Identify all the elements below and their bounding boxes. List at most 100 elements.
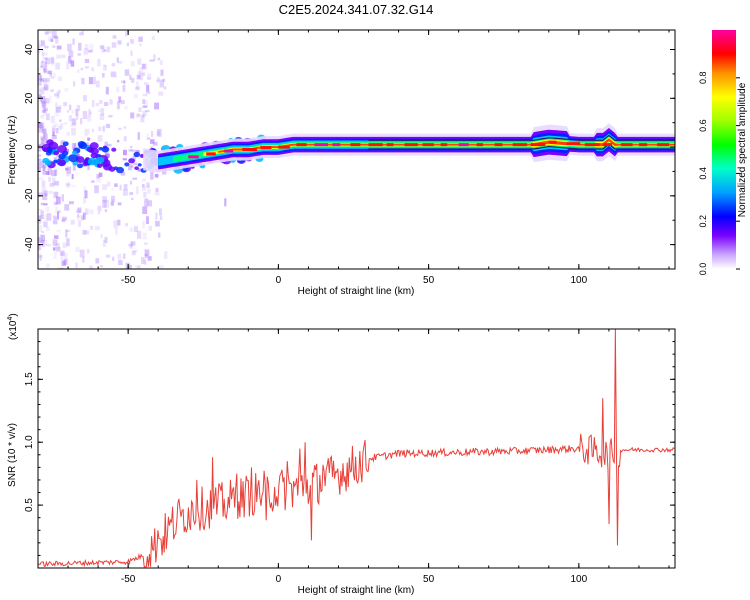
spectrogram-noise-cell [42, 107, 47, 116]
spectrogram-noise-cell [38, 255, 44, 259]
spectrogram-peak [350, 143, 361, 147]
spectrogram-noise-cell [120, 171, 126, 176]
spectrogram-noise-cell [63, 122, 68, 125]
spectrogram-noise-cell [66, 131, 70, 136]
spectrogram-noise-cell [89, 43, 94, 52]
spectrogram-noise-cell [89, 265, 93, 269]
spectrogram-noise-cell [106, 46, 111, 53]
spectrogram-peak [620, 143, 633, 147]
spectrogram-peak [512, 143, 528, 147]
spectrogram-noise-cell [96, 176, 101, 183]
spectrogram-peak [548, 140, 557, 144]
colorbar-tick-label: 0.2 [698, 215, 708, 228]
spectrogram-noise-cell [146, 133, 149, 138]
spectrogram-noise-cell [40, 90, 45, 95]
spectrogram-noise-cell [41, 202, 44, 206]
spectrogram-noise-cell [53, 251, 57, 259]
spectrogram-peak [224, 149, 234, 153]
colorbar: 0.0 0.2 0.4 0.6 0.8 Normalized spectral ampl… [698, 30, 748, 275]
spectrogram-noise-cell [78, 221, 81, 227]
spectrogram-noise-cell [42, 87, 47, 91]
spectrogram-noise-cell [102, 196, 108, 203]
spectrogram-noise-cell [122, 253, 126, 260]
snr-xtick-label: 50 [423, 574, 435, 585]
spectrogram-noise-cell [40, 240, 45, 243]
spectrogram-noise-cell [52, 131, 55, 136]
spectrogram-noise-cell [87, 137, 91, 141]
spectrogram-noise-cell [135, 86, 140, 91]
spectrogram-noise-cell [141, 72, 146, 76]
spectrogram-noise-cell [88, 108, 91, 117]
svg-text:(x104): (x104) [7, 313, 19, 340]
spectrogram-noise-cell [77, 53, 81, 56]
spectrogram-noise-cell [40, 115, 44, 119]
spectrogram-peak [584, 143, 600, 147]
spectrogram-noise-cell [43, 65, 48, 74]
spectrogram-noise-cell [41, 128, 46, 133]
spectrogram-noise-cell [62, 216, 67, 221]
spectrogram-noise-cell [43, 63, 46, 71]
spectrogram-noise-cell [38, 94, 42, 98]
spectrogram-noise-cell [40, 65, 43, 68]
spectrogram-noise-cell [116, 101, 120, 110]
spectrogram-noise-cell [44, 214, 48, 221]
spectrogram-noise-cell [104, 199, 109, 208]
spectrogram-noise-cell [69, 201, 74, 205]
spectrogram-noise-cell [61, 260, 66, 267]
spectrogram-noise-cell [43, 190, 48, 197]
spectrogram-peak [332, 143, 341, 147]
spectrogram-noise-cell [55, 191, 60, 198]
spectrogram-noise-cell [53, 235, 59, 239]
spectrogram-noise-cell [84, 44, 89, 51]
spectrogram-noise-cell [98, 109, 101, 112]
spectrogram-noise-cell [53, 123, 58, 127]
spectrogram-noise-cell [82, 111, 88, 120]
spectrogram-noise-cell [111, 42, 117, 48]
spectrogram-noise-cell [63, 259, 68, 265]
spectrogram-noise-cell [82, 212, 86, 220]
spectrogram-noise-cell [144, 254, 148, 259]
spectrogram-noise-cell [38, 87, 44, 95]
spectrogram-noise-cell [43, 107, 48, 112]
spectrogram-noise-cell [41, 103, 46, 109]
spectrogram-noise-cell [158, 232, 161, 238]
spectrogram-noise-cell [50, 57, 55, 64]
spectrogram-noise-cell [60, 250, 65, 257]
spectrogram-noise-cell [75, 109, 79, 116]
spectrogram-noise-cell [38, 129, 43, 133]
spectrogram-noise-cell [138, 36, 143, 42]
spectrogram-noise-cell [160, 69, 164, 76]
spectrogram-noise-cell [131, 149, 136, 152]
spectrogram-noise-cell [42, 167, 46, 175]
spectrogram-noise-cell [39, 255, 42, 261]
spectrogram-noise-cell [131, 197, 134, 201]
spectrogram-noise-cell [56, 155, 61, 158]
spectrogram-noise-cell [42, 165, 46, 172]
spectrogram-peak [422, 143, 434, 147]
spectrogram-noise-cell [70, 60, 75, 67]
spectrogram-noise-cell [66, 229, 71, 233]
spectrogram-noise-cell [100, 234, 103, 239]
spectrogram-noise-cell [83, 48, 88, 56]
spectrogram-noise-cell [142, 105, 148, 108]
spectrogram-noise-cell [110, 201, 115, 206]
spectrogram-peak [476, 143, 484, 147]
spectrogram-noise-cell [102, 200, 107, 208]
spectrogram-noise-cell [41, 49, 44, 56]
spectrogram-noise-cell [98, 172, 103, 177]
spectrogram-noise-cell [61, 218, 66, 223]
spectrogram-noise-cell [75, 246, 80, 253]
spectrogram-noise-cell [38, 237, 43, 243]
spectrogram-noise-cell [109, 99, 113, 105]
spectrogram-blob [128, 158, 135, 164]
spectrogram-ytick-label: -40 [24, 237, 35, 252]
spectrogram-noise-cell [67, 57, 70, 62]
spectrogram-noise-cell [139, 43, 142, 47]
spectrogram-noise-cell [38, 224, 43, 232]
spectrogram-noise-cell [51, 170, 57, 177]
spectrogram-noise-cell [38, 167, 42, 172]
spectrogram-noise-cell [52, 215, 57, 219]
spectrogram-noise-cell [108, 115, 113, 118]
spectrogram-peak [404, 143, 418, 147]
spectrogram-noise-cell [142, 178, 147, 182]
